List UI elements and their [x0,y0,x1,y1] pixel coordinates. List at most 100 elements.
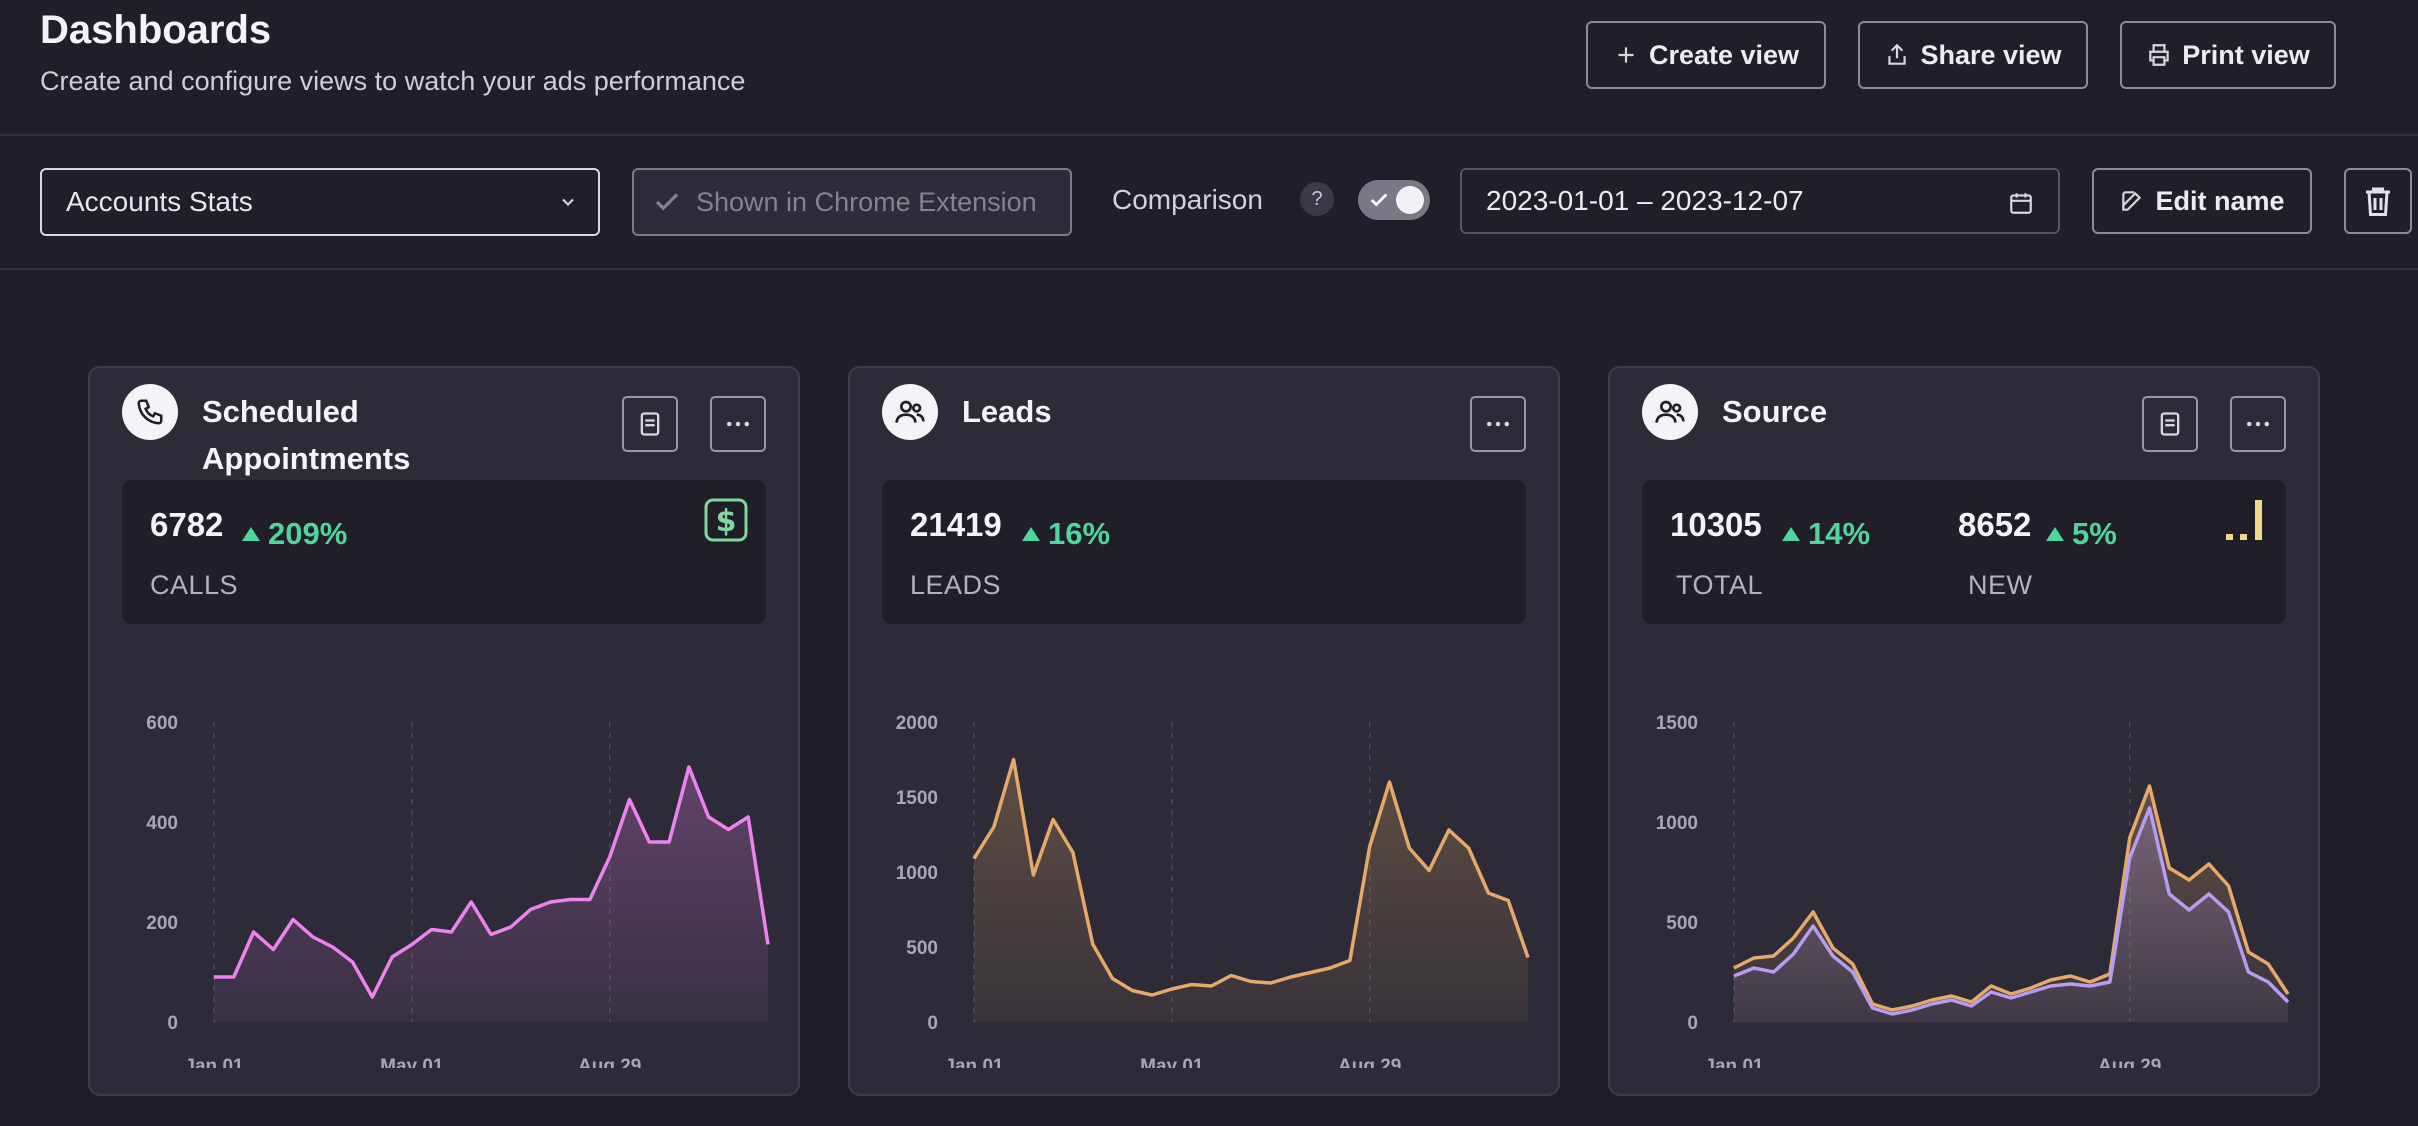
stat-delta-value: 16% [1048,516,1111,551]
stat-delta: 16% [1022,516,1110,552]
comparison-toggle[interactable] [1358,180,1430,220]
series-line [1733,784,2290,1012]
more-icon [727,421,749,427]
create-view-button[interactable]: Create view [1586,21,1826,89]
card-title: Source [1722,394,1828,429]
calls-chart: 0 200 400 600 Jan 01 May 01 Aug 29 [146,713,770,1068]
y-tick-label: 0 [167,1013,178,1034]
series-line [214,765,770,999]
more-icon [2247,421,2269,427]
card-title: Scheduled Appointments [202,394,411,476]
y-tick-label: 1500 [896,788,938,809]
x-tick-label: Aug 29 [578,1056,641,1068]
leads-card: Leads 21419 16% LEADS 0 500 1000 1500 2000 Ja… [848,366,1560,1096]
share-view-label: Share view [1920,39,2062,70]
users-icon [1642,384,1698,440]
stat-panel: 10305 14% TOTAL 8652 5% NEW [1642,480,2286,624]
series-line [972,757,1530,997]
up-arrow-icon [1782,527,1800,541]
bar-signal-icon [2226,500,2262,540]
stat-value: 6782 [150,506,224,543]
x-tick-label: Aug 29 [2098,1056,2161,1068]
share-view-button[interactable]: Share view [1858,21,2088,89]
series-area [214,767,768,1022]
more-options-button[interactable] [1470,396,1526,452]
users-icon [882,384,938,440]
toggle-knob [1396,186,1424,214]
stat-value-new: 8652 [1958,506,2032,543]
calendar-icon [2010,193,2032,214]
report-button[interactable] [622,396,678,452]
chrome-extension-label: Shown in Chrome Extension [696,186,1037,217]
x-tick-label: May 01 [1140,1056,1204,1068]
page-header: Dashboards Create and configure views to… [0,0,2418,136]
phone-icon [122,384,178,440]
view-select[interactable]: Accounts Stats [40,168,600,236]
stat-label-total: TOTAL [1676,570,1764,600]
share-icon [1888,43,1907,65]
stat-value-total: 10305 [1670,506,1762,543]
check-icon [655,193,679,211]
y-tick-label: 600 [146,713,178,734]
y-tick-label: 400 [146,813,178,834]
up-arrow-icon [242,527,260,541]
up-arrow-icon [1022,527,1040,541]
document-icon [640,412,660,436]
check-icon [1370,193,1388,207]
up-arrow-icon [2046,527,2064,541]
view-select-value: Accounts Stats [66,186,253,217]
x-tick-label: Jan 01 [944,1056,1004,1068]
y-tick-label: 2000 [896,713,938,734]
edit-name-button[interactable]: Edit name [2092,168,2312,234]
page-subtitle: Create and configure views to watch your… [40,66,746,96]
stat-panel: 6782 209% CALLS $ [122,480,766,624]
y-tick-label: 0 [1687,1013,1698,1034]
create-view-label: Create view [1648,39,1800,70]
y-tick-label: 1000 [896,863,938,884]
stat-panel: 21419 16% LEADS [882,480,1526,624]
report-button[interactable] [2142,396,2198,452]
card-title: Leads [962,394,1052,429]
more-options-button[interactable] [2230,396,2286,452]
document-icon [2160,412,2180,436]
series-area [1734,808,2288,1022]
y-tick-label: 200 [146,913,178,934]
chevron-down-icon [562,198,574,206]
y-tick-label: 0 [927,1013,938,1034]
stat-label: LEADS [910,570,1002,600]
series-area [974,759,1528,1022]
stat-delta-new: 5% [2046,516,2117,552]
x-tick-label: May 01 [380,1056,444,1068]
svg-text:$: $ [716,504,737,539]
stat-label-new: NEW [1968,570,2033,600]
x-tick-label: Aug 29 [1338,1056,1401,1068]
stat-delta-total: 14% [1782,516,1870,552]
source-chart: 0 500 1000 1500 Jan 01 Aug 29 [1656,713,2290,1068]
date-range-input[interactable]: 2023-01-01 – 2023-12-07 [1460,168,2060,234]
more-icon [1487,421,1509,427]
comparison-label: Comparison [1112,184,1263,215]
printer-icon [2149,44,2169,66]
chrome-extension-button[interactable]: Shown in Chrome Extension [632,168,1072,236]
page-title: Dashboards [40,8,272,52]
more-options-button[interactable] [710,396,766,452]
scheduled-appointments-card: Scheduled Appointments 6782 209% CALLS $… [88,366,800,1096]
plus-icon [1618,47,1634,63]
source-card: Source 10305 14% TOTAL 8652 5% NEW 0 500 1… [1608,366,2320,1096]
print-view-label: Print view [2182,39,2310,70]
y-tick-label: 1500 [1656,713,1698,734]
stat-delta-total-value: 14% [1808,516,1871,551]
print-view-button[interactable]: Print view [2120,21,2336,89]
stat-label: CALLS [150,570,239,600]
series-line [1733,806,2290,1016]
stat-delta-value: 209% [268,516,348,551]
stat-delta: 209% [242,516,347,552]
trash-icon [2366,187,2390,216]
view-toolbar: Accounts Stats Shown in Chrome Extension… [0,136,2418,270]
delete-view-button[interactable] [2344,168,2412,234]
x-tick-label: Jan 01 [1704,1056,1764,1068]
dollar-icon: $ [704,498,748,542]
y-tick-label: 500 [1666,913,1698,934]
help-icon[interactable]: ? [1300,182,1334,216]
leads-chart: 0 500 1000 1500 2000 Jan 01 May 01 Aug 29 [896,713,1530,1068]
